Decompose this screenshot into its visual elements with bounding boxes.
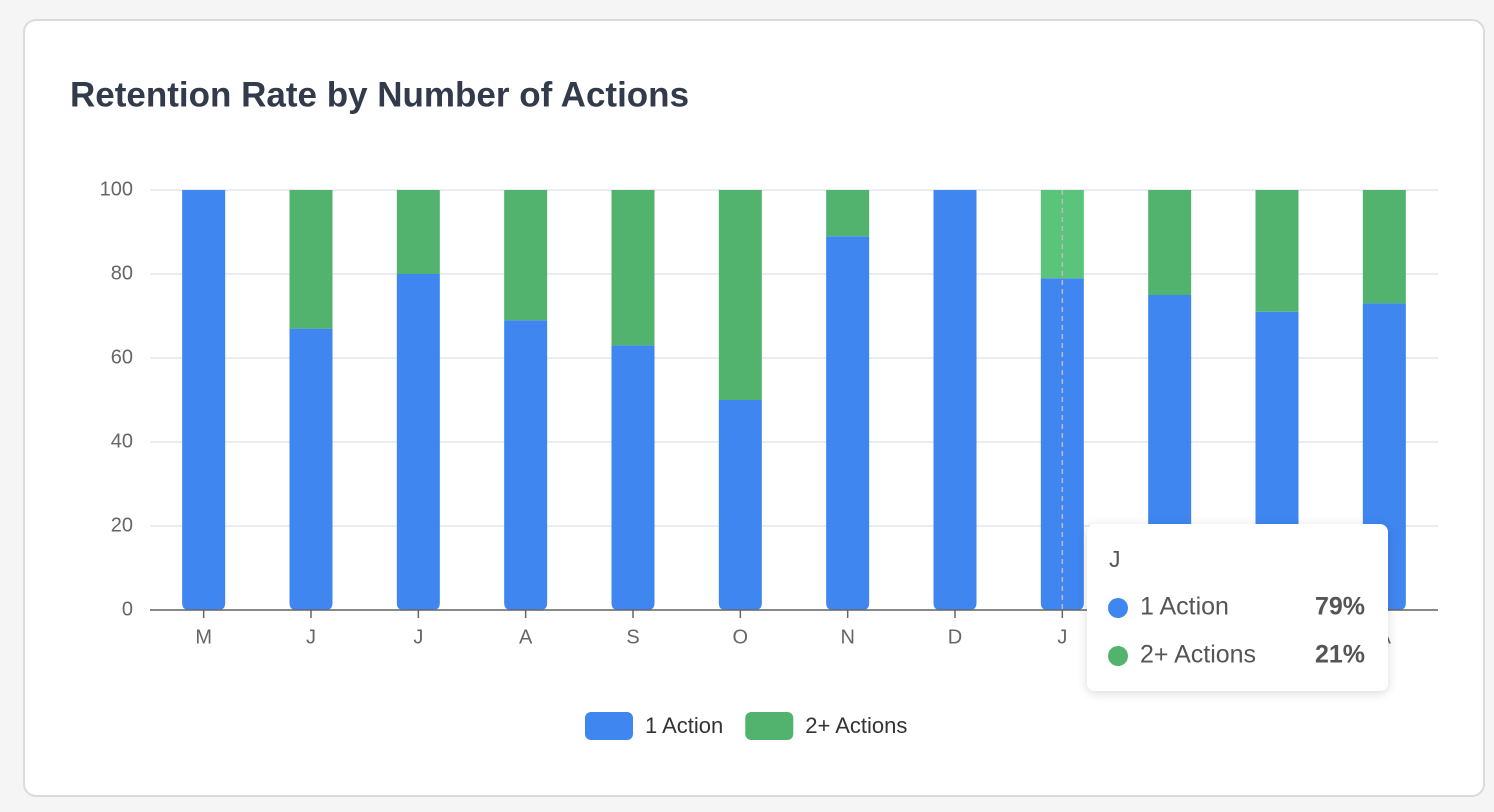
y-tick-label: 20 [111,514,133,536]
legend-swatch [745,712,794,740]
legend-swatch [585,712,633,740]
x-tick-label: D [948,626,962,648]
y-tick-label: 0 [122,598,133,620]
bar-segment [611,345,655,610]
tooltip-dot [1108,646,1128,666]
bar-segment [396,274,440,610]
legend-label: 2+ Actions [805,713,907,738]
bar-segment [396,190,440,274]
chart-title: Retention Rate by Number of Actions [70,75,689,114]
bar-segment [933,190,977,610]
y-tick-label: 60 [111,346,133,368]
tooltip-dot [1108,598,1128,618]
x-tick-label: J [1057,626,1067,648]
tooltip: J 1 Action 79% 2+ Actions 21% [1087,524,1388,691]
bar-segment [504,190,548,321]
x-tick-label: M [195,626,212,648]
bar-segment [826,236,870,610]
tooltip-name: 2+ Actions [1140,641,1256,669]
bar-segment [1148,190,1192,295]
bar-segment [1255,190,1299,312]
tooltip-value: 79% [1315,593,1365,621]
tooltip-value: 21% [1315,641,1365,669]
tooltip-name: 1 Action [1140,593,1229,621]
x-tick-label: N [840,626,854,648]
tooltip-title: J [1109,546,1121,572]
y-tick-label: 80 [111,262,133,284]
bar-segment [611,190,655,346]
bar-segment [182,190,226,610]
bar-segment [826,190,870,237]
legend-label: 1 Action [645,713,723,738]
y-tick-label: 40 [111,430,133,452]
x-tick-label: J [413,626,423,648]
bar-segment [289,190,333,329]
tooltip-box [1087,524,1388,691]
x-tick-label: A [519,626,533,648]
bar-segment [1040,190,1084,279]
bar-segment [289,328,333,610]
x-tick-label: J [306,626,316,648]
x-tick-label: S [626,626,639,648]
y-tick-label: 100 [100,178,133,200]
bar-segment [1362,190,1406,304]
x-tick-label: O [733,626,749,648]
bar-segment [718,400,762,610]
bar-segment [718,190,762,400]
bar-segment [504,320,548,610]
